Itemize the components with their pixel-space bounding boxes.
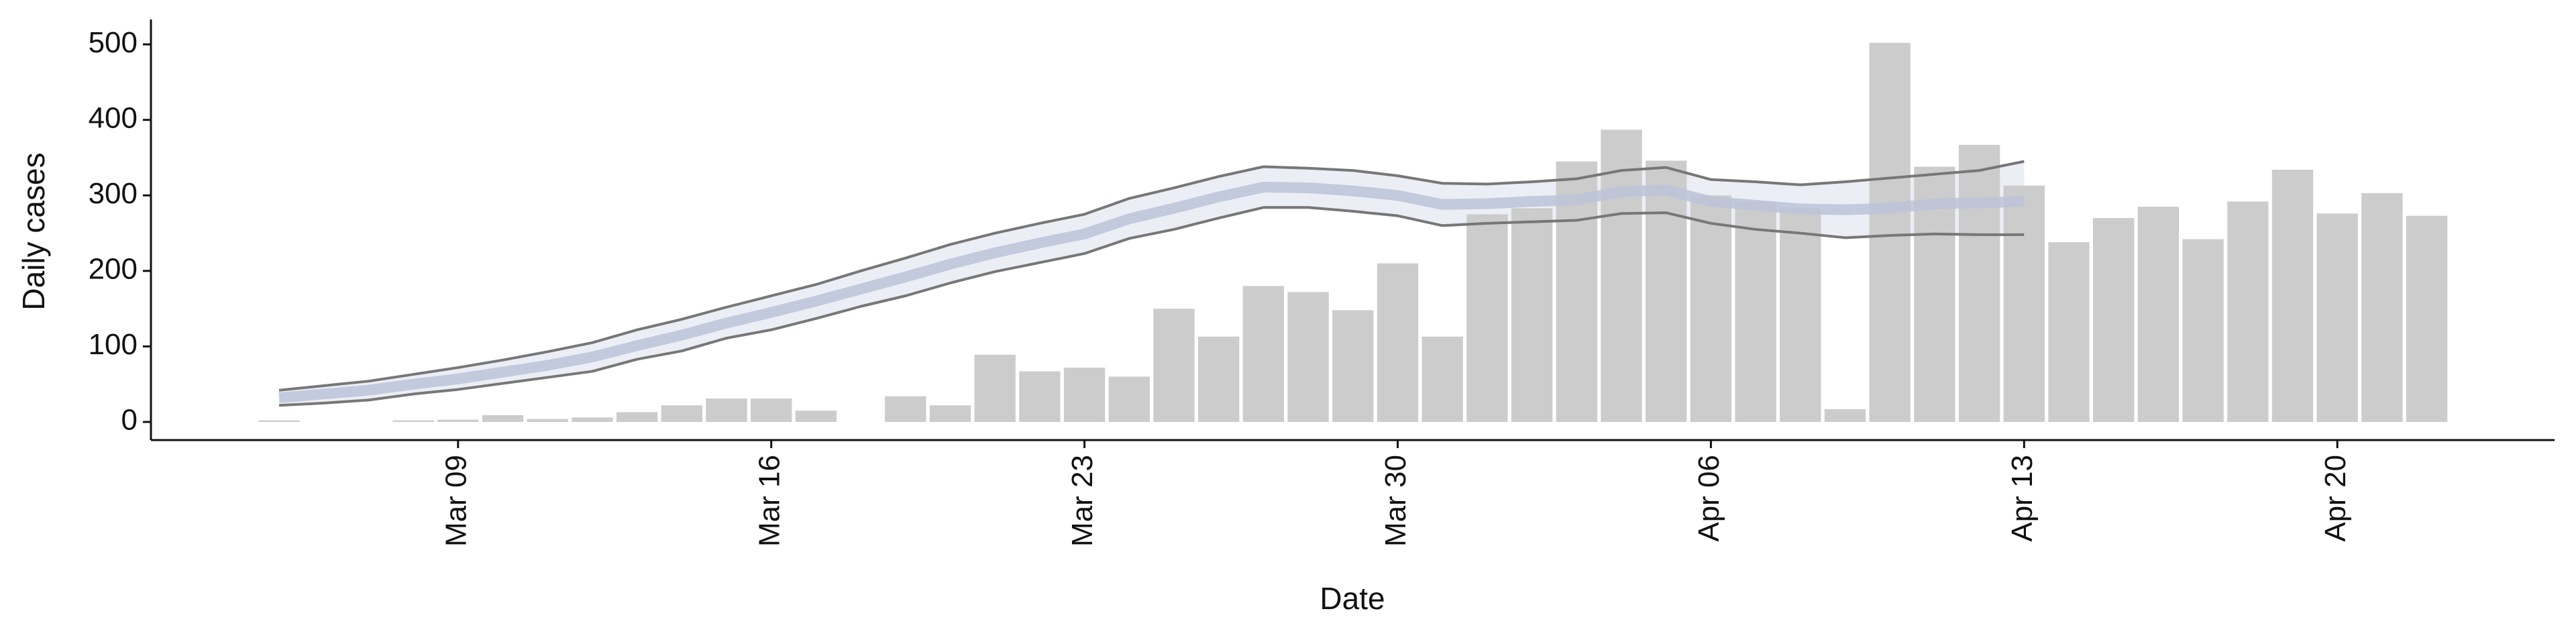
bar (1780, 208, 1821, 422)
bar (1646, 160, 1687, 422)
bar (885, 396, 926, 422)
bar (1019, 371, 1061, 422)
bar (1869, 42, 1911, 422)
bar (1466, 214, 1508, 422)
bar (751, 398, 792, 422)
y-tick-label: 200 (89, 252, 138, 285)
bar (1824, 409, 1866, 422)
x-tick-label: Mar 23 (1066, 455, 1099, 547)
bar (258, 420, 300, 422)
bar (1198, 336, 1240, 422)
x-tick-label: Apr 13 (2006, 455, 2039, 542)
bar (2182, 239, 2224, 422)
bar (1511, 208, 1553, 422)
bar (2406, 215, 2448, 422)
y-tick-label: 100 (89, 328, 138, 361)
median-line (278, 181, 2025, 403)
y-tick-label: 400 (89, 101, 138, 134)
x-tick-label: Mar 09 (439, 455, 472, 547)
y-tick-label: 500 (89, 26, 138, 59)
bar (2048, 242, 2090, 422)
bar (1332, 310, 1374, 422)
bar (616, 412, 658, 422)
bar (1421, 336, 1463, 422)
interval-line (278, 206, 2025, 407)
bar (2361, 193, 2403, 422)
bar (2271, 170, 2314, 422)
bar (1063, 367, 1106, 422)
bar (1601, 129, 1642, 422)
bar (1690, 195, 1732, 422)
y-tick-label: 300 (89, 177, 138, 210)
bar (2227, 201, 2269, 422)
bar (974, 354, 1016, 422)
bar (1287, 292, 1329, 422)
bar (1108, 376, 1150, 422)
bar (929, 405, 971, 422)
bar (1377, 263, 1419, 422)
bar (392, 420, 434, 422)
bar (572, 417, 613, 422)
x-tick-label: Mar 30 (1379, 455, 1412, 547)
bar (527, 419, 568, 422)
y-axis-label: Daily cases (16, 152, 51, 310)
x-tick-label: Apr 20 (2319, 455, 2352, 542)
x-tick-label: Apr 06 (1693, 455, 1725, 542)
bar (1958, 144, 2000, 422)
bar (1242, 286, 1285, 422)
bar (661, 405, 702, 422)
bar (1735, 201, 1776, 422)
y-tick-label: 0 (121, 404, 138, 437)
bar (2003, 185, 2045, 422)
bar (1153, 309, 1195, 422)
bar (795, 411, 837, 422)
bar (2316, 213, 2358, 422)
bar (2137, 207, 2180, 422)
x-axis-label: Date (1320, 581, 1385, 616)
bar (2093, 218, 2135, 422)
x-tick-label: Mar 16 (753, 455, 786, 547)
interval-line (278, 160, 2025, 392)
bar (706, 398, 747, 422)
bar (437, 419, 479, 422)
bar (482, 415, 524, 422)
